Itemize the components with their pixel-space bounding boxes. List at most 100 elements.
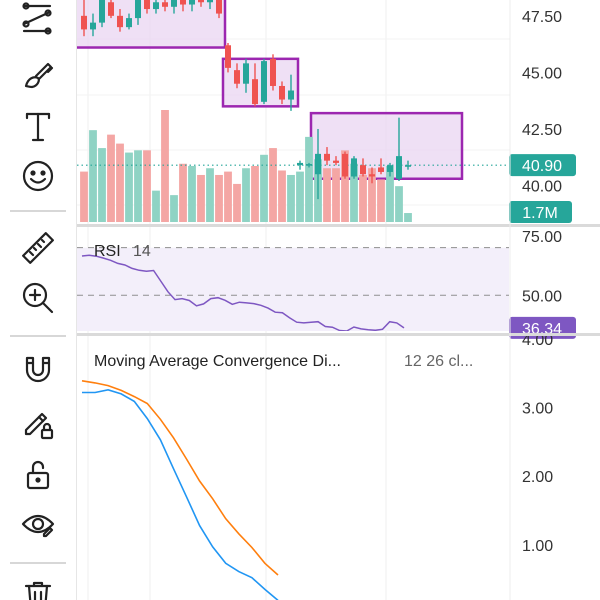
candle[interactable] xyxy=(279,85,285,100)
trash-tool[interactable] xyxy=(14,574,62,600)
candle[interactable] xyxy=(90,22,96,30)
signal-line[interactable] xyxy=(81,380,279,576)
volume-bar xyxy=(143,150,151,222)
volume-bar xyxy=(197,174,205,222)
candle[interactable] xyxy=(189,0,195,5)
text-tool-icon xyxy=(25,112,51,142)
price-tick-label: 42.50 xyxy=(522,122,562,139)
candle[interactable] xyxy=(306,164,312,166)
volume-bar xyxy=(368,168,376,222)
volume-bar xyxy=(161,110,169,222)
candle[interactable] xyxy=(171,0,177,7)
volume-bar xyxy=(278,170,286,222)
candle[interactable] xyxy=(396,156,402,179)
volume-tag[interactable] xyxy=(509,201,572,223)
macd-params: 12 26 cl... xyxy=(404,353,473,370)
volume-bar xyxy=(188,166,196,222)
rsi-param: 14 xyxy=(133,243,151,260)
volume-bar xyxy=(107,134,115,222)
macd-tick-label: 4.00 xyxy=(522,332,553,349)
volume-label: 1.7M xyxy=(522,205,558,222)
candle[interactable] xyxy=(369,174,375,177)
candle[interactable] xyxy=(243,63,249,84)
candle[interactable] xyxy=(198,0,204,3)
ruler-icon xyxy=(22,232,54,264)
volume-bar xyxy=(323,168,331,222)
candle[interactable] xyxy=(117,15,123,28)
candle[interactable] xyxy=(405,165,411,167)
candle[interactable] xyxy=(207,0,213,3)
volume-bar xyxy=(116,143,124,222)
brush-tool[interactable] xyxy=(14,52,62,96)
ruler-tool[interactable] xyxy=(14,226,62,270)
candle[interactable] xyxy=(333,160,339,163)
rsi-title: RSI xyxy=(94,243,121,260)
candle[interactable] xyxy=(81,15,87,30)
candle[interactable] xyxy=(162,2,168,7)
volume-bar xyxy=(125,152,133,222)
lock-drawing-tool[interactable] xyxy=(14,400,62,444)
price-axis[interactable]: 47.50 45.00 42.50 40.00 40.90 1.7M xyxy=(509,9,576,223)
candle[interactable] xyxy=(108,2,114,16)
volume-bar xyxy=(395,186,403,222)
candle[interactable] xyxy=(99,0,105,23)
candle[interactable] xyxy=(135,0,141,19)
volume-bar xyxy=(377,179,385,222)
text-tool-tool[interactable] xyxy=(14,104,62,148)
candle[interactable] xyxy=(315,153,321,175)
candle[interactable] xyxy=(342,153,348,177)
macd-line[interactable] xyxy=(82,388,279,600)
candle[interactable] xyxy=(225,45,231,68)
candle[interactable] xyxy=(351,158,357,177)
magnet-icon xyxy=(25,356,51,383)
price-pane[interactable] xyxy=(56,0,510,222)
volume-bar xyxy=(242,168,250,222)
eye-icon xyxy=(21,514,55,538)
price-tick-label: 47.50 xyxy=(522,9,562,26)
unlock-tool[interactable] xyxy=(14,452,62,496)
candle[interactable] xyxy=(216,0,222,14)
candle[interactable] xyxy=(288,90,294,100)
eye-tool[interactable] xyxy=(14,502,62,546)
volume-bar xyxy=(80,171,88,222)
macd-pane[interactable]: Moving Average Convergence Di... 12 26 cl… xyxy=(81,332,553,600)
unlock-icon xyxy=(26,460,50,490)
candle[interactable] xyxy=(126,18,132,28)
candle[interactable] xyxy=(360,165,366,175)
volume-bar xyxy=(359,174,367,222)
candle[interactable] xyxy=(270,58,276,86)
pane-separator[interactable] xyxy=(77,224,600,227)
pane-separators[interactable] xyxy=(77,0,600,600)
volume-bar xyxy=(170,195,178,222)
candle[interactable] xyxy=(378,167,384,172)
trend-lines-tool[interactable] xyxy=(14,0,62,40)
volume-bar xyxy=(215,174,223,222)
rsi-tick-label: 75.00 xyxy=(522,229,562,246)
volume-bar xyxy=(269,148,277,222)
emoji-tool[interactable] xyxy=(14,154,62,198)
candle[interactable] xyxy=(252,79,258,105)
rsi-line[interactable] xyxy=(81,254,405,331)
brush-icon xyxy=(24,62,54,89)
candle[interactable] xyxy=(153,2,159,10)
candle[interactable] xyxy=(261,61,267,102)
magnet-tool[interactable] xyxy=(14,348,62,392)
candle[interactable] xyxy=(387,165,393,172)
candle[interactable] xyxy=(180,0,186,5)
candle[interactable] xyxy=(324,153,330,161)
volume-bar xyxy=(179,163,187,222)
macd-tick-label: 2.00 xyxy=(522,469,553,486)
last-price-tag[interactable] xyxy=(509,154,576,177)
volume-bar xyxy=(89,130,97,222)
candle[interactable] xyxy=(297,162,303,166)
toolbar-separator xyxy=(10,335,66,337)
candle[interactable] xyxy=(144,0,150,10)
lock-drawing-icon xyxy=(24,412,54,440)
macd-plot xyxy=(81,380,279,600)
candle[interactable] xyxy=(234,70,240,84)
zoom-in-tool[interactable] xyxy=(14,276,62,320)
volume-bar xyxy=(233,183,241,222)
pane-separator[interactable] xyxy=(77,333,600,336)
